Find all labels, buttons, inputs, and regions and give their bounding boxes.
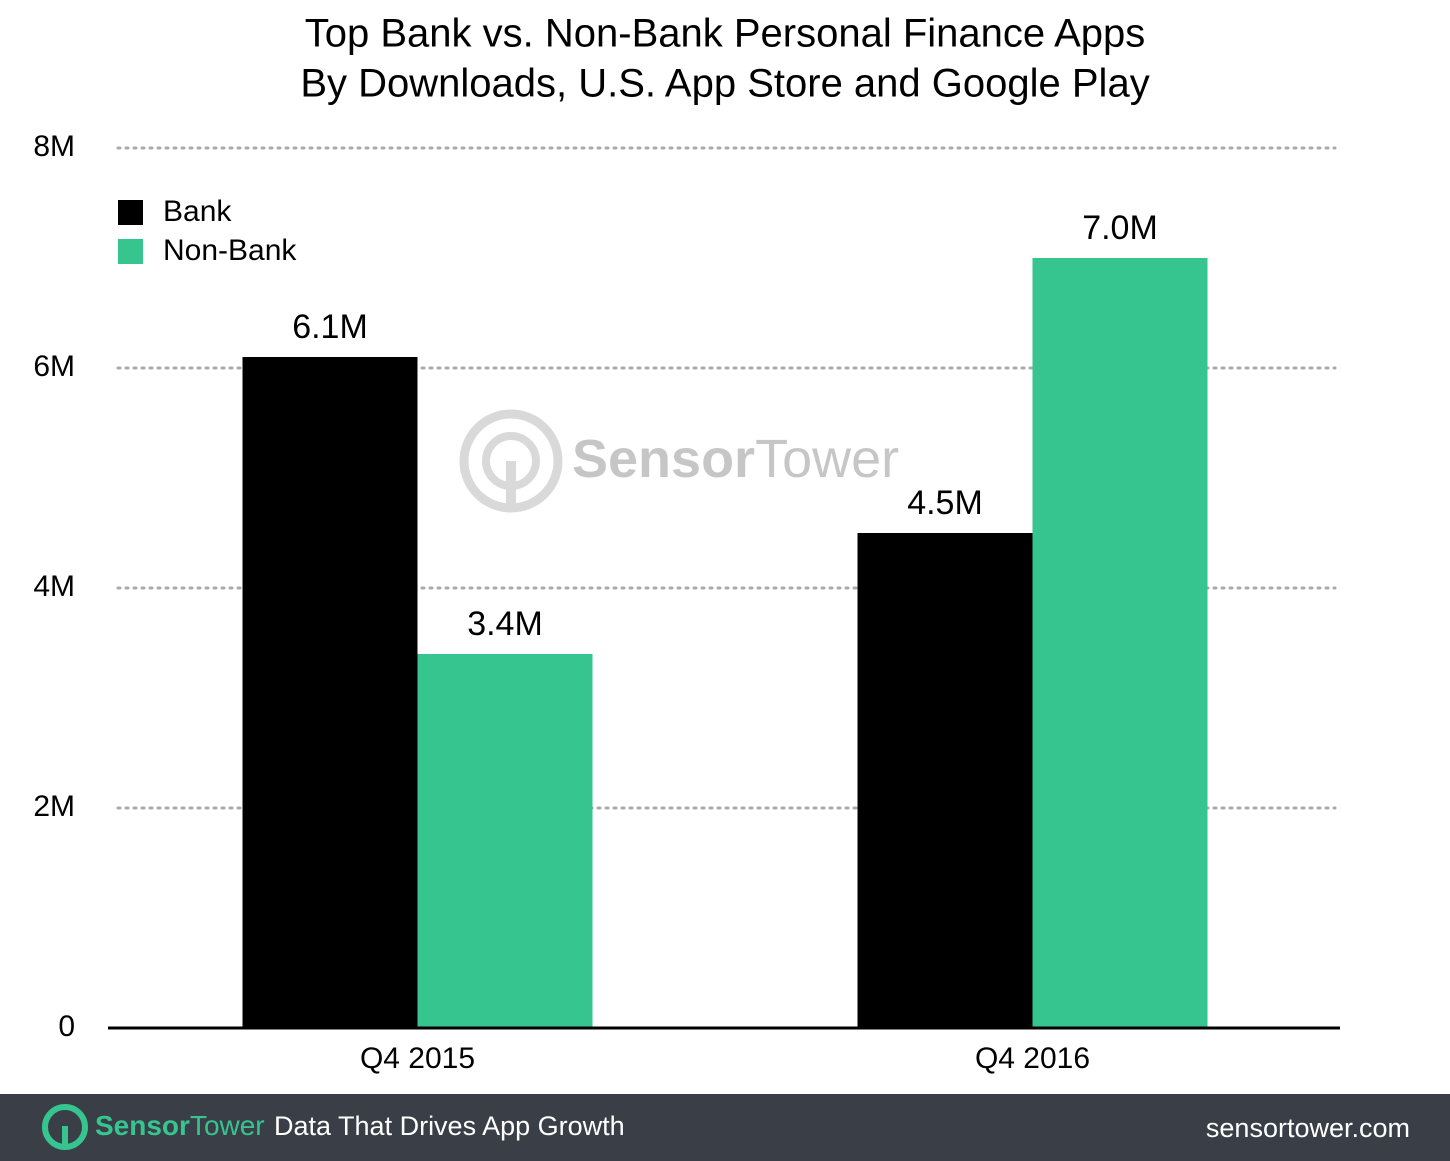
value-label: 7.0M xyxy=(1082,209,1158,247)
bar xyxy=(1032,258,1208,1028)
chart-title: Top Bank vs. Non-Bank Personal Finance A… xyxy=(305,12,1145,56)
footer-tagline: Data That Drives App Growth xyxy=(274,1111,625,1141)
value-label: 4.5M xyxy=(907,484,983,522)
value-label: 3.4M xyxy=(467,605,543,643)
y-tick-label: 2M xyxy=(33,790,75,823)
legend-swatch xyxy=(118,239,143,264)
footer-logo xyxy=(62,1126,68,1148)
footer-brand: SensorTower xyxy=(95,1110,265,1141)
y-tick-label: 0 xyxy=(58,1010,75,1043)
chart-subtitle: By Downloads, U.S. App Store and Google … xyxy=(300,62,1149,106)
footer-brand: Sensor xyxy=(95,1110,190,1141)
bar xyxy=(857,533,1033,1028)
y-tick-label: 4M xyxy=(33,570,75,603)
footer-url: sensortower.com xyxy=(1206,1113,1410,1143)
watermark-text: Tower xyxy=(755,429,899,489)
y-tick-label: 6M xyxy=(33,350,75,383)
watermark-icon xyxy=(506,461,516,511)
bar xyxy=(417,654,593,1028)
footer-bar xyxy=(0,1094,1450,1161)
legend-label: Bank xyxy=(163,195,232,228)
watermark-text: SensorTower xyxy=(572,429,899,489)
watermark-icon xyxy=(482,432,540,490)
value-label: 6.1M xyxy=(292,308,368,346)
legend-swatch xyxy=(118,200,143,225)
footer-brand: Tower xyxy=(190,1110,265,1141)
watermark-icon xyxy=(459,409,563,513)
watermark: SensorTower xyxy=(459,409,899,513)
x-tick-label: Q4 2016 xyxy=(975,1042,1090,1075)
bar xyxy=(242,357,418,1028)
watermark-text: Sensor xyxy=(572,429,755,489)
x-tick-label: Q4 2015 xyxy=(360,1042,475,1075)
legend-label: Non-Bank xyxy=(163,234,297,267)
y-tick-label: 8M xyxy=(33,130,75,163)
